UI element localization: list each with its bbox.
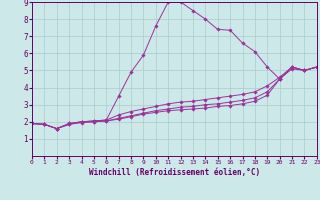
X-axis label: Windchill (Refroidissement éolien,°C): Windchill (Refroidissement éolien,°C) <box>89 168 260 177</box>
